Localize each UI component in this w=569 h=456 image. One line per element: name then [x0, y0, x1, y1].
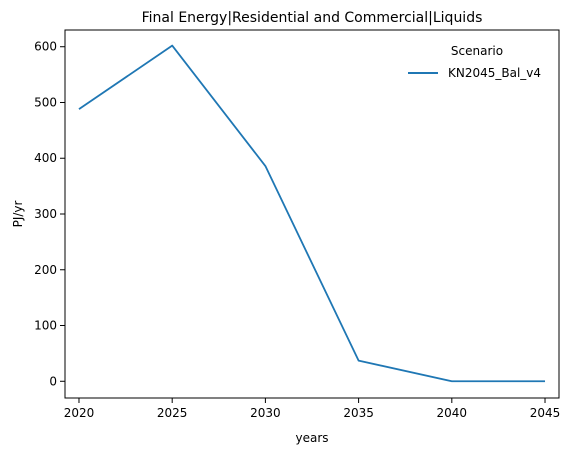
legend-title: Scenario: [451, 44, 503, 58]
x-tick-label: 2045: [530, 406, 561, 420]
legend-label: KN2045_Bal_v4: [448, 66, 541, 80]
y-tick-label: 500: [34, 95, 57, 109]
x-tick-label: 2030: [250, 406, 281, 420]
plot-area: 2020 2025 2030 2035 2040 2045 0 100 200 300 400 50…: [34, 29, 561, 420]
series-layer: [78, 44, 546, 383]
y-tick-label: 100: [34, 319, 57, 333]
series-line-0: [78, 44, 546, 383]
plot-frame: [64, 29, 560, 399]
y-tick-label: 200: [34, 263, 57, 277]
y-axis-label: PJ/yr: [11, 201, 25, 228]
x-axis-label: years: [295, 431, 328, 445]
x-axis: 2020 2025 2030 2035 2040 2045: [64, 398, 561, 420]
y-tick-label: 400: [34, 151, 57, 165]
y-tick-label: 600: [34, 40, 57, 54]
x-tick-label: 2020: [64, 406, 95, 420]
y-tick-label: 300: [34, 207, 57, 221]
x-tick-label: 2025: [157, 406, 188, 420]
x-tick-label: 2035: [343, 406, 374, 420]
legend: Scenario KN2045_Bal_v4: [408, 44, 541, 80]
y-axis: 0 100 200 300 400 500 600: [34, 40, 65, 388]
chart-title: Final Energy|Residential and Commercial|…: [142, 10, 483, 26]
y-tick-label: 0: [49, 374, 57, 388]
x-tick-label: 2040: [437, 406, 468, 420]
